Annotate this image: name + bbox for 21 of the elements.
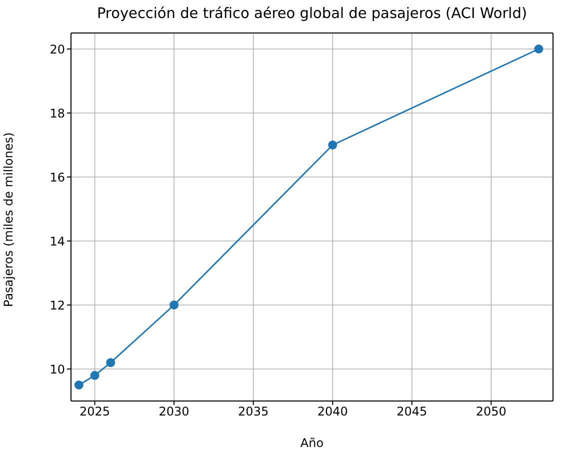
point <box>328 140 338 150</box>
x-tick-label: 2035 <box>238 404 269 419</box>
point <box>534 44 544 54</box>
y-tick-label: 12 <box>50 298 65 312</box>
point <box>74 380 84 390</box>
x-axis-title: Año <box>300 436 324 450</box>
point <box>90 370 100 380</box>
chart-title: Proyección de tráfico aéreo global de pasajeros (ACI World) <box>96 6 528 22</box>
y-tick-label: 16 <box>50 170 65 184</box>
point <box>170 300 179 310</box>
y-tick-label: 14 <box>50 234 65 248</box>
y-axis-title: Pasajeros (miles de millones) <box>1 132 16 307</box>
x-tick-label: 2050 <box>476 404 506 419</box>
x-tick-label: 2030 <box>158 404 190 419</box>
x-tick-label: 2025 <box>80 404 110 419</box>
y-tick-label: 20 <box>50 42 65 56</box>
y-tick-label: 10 <box>50 362 65 376</box>
y-tick-label: 18 <box>50 106 65 120</box>
point <box>106 358 116 368</box>
x-tick-label: 2045 <box>396 404 428 419</box>
x-tick-label: 2040 <box>317 404 348 419</box>
